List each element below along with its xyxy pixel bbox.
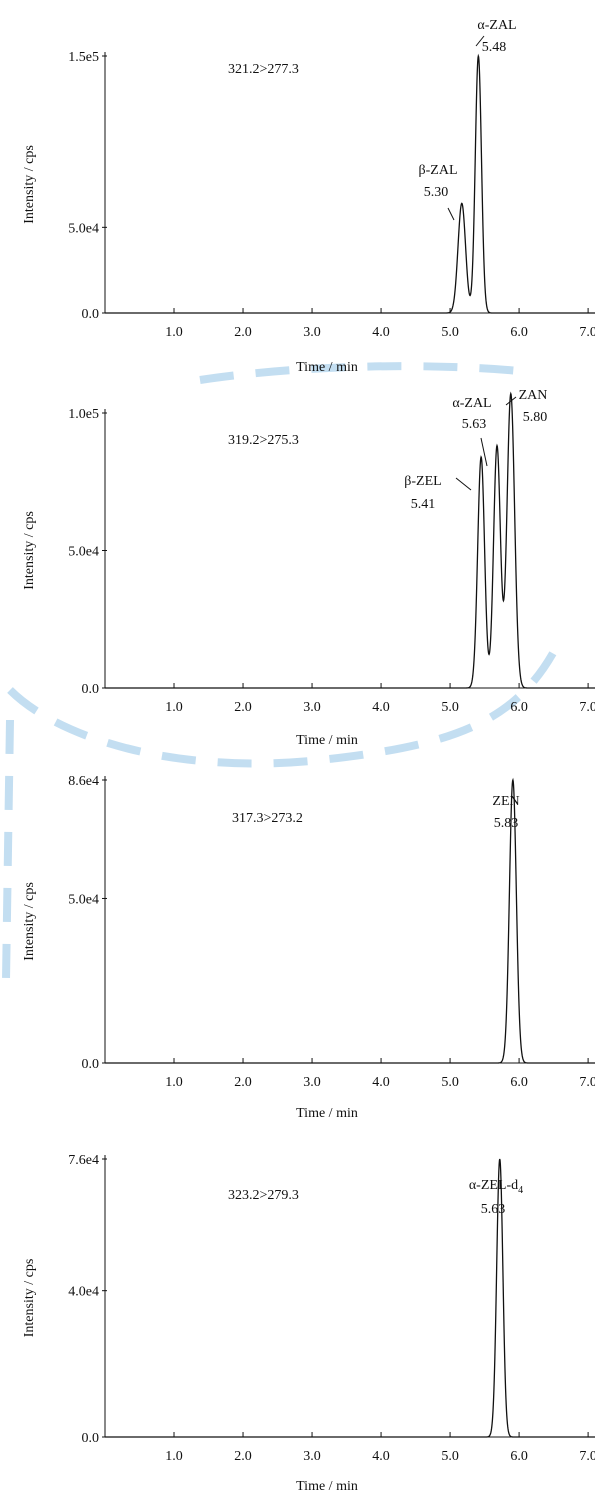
x-tick-label: 3.0 bbox=[303, 700, 321, 715]
y-tick-label: 5.0e4 bbox=[68, 221, 99, 236]
y-axis-title: Intensity / cps bbox=[22, 1259, 37, 1338]
chromatogram-trace bbox=[105, 777, 595, 1064]
x-tick-label: 4.0 bbox=[372, 700, 390, 715]
x-tick-label: 4.0 bbox=[372, 1449, 390, 1464]
peak-name-text: β-ZAL bbox=[419, 163, 458, 178]
peak-retention-time-label: 5.48 bbox=[482, 40, 507, 55]
x-tick-label: 7.0 bbox=[579, 700, 595, 715]
chromatogram-trace bbox=[105, 1158, 595, 1438]
x-tick-label: 3.0 bbox=[303, 1449, 321, 1464]
x-tick-label: 5.0 bbox=[441, 700, 459, 715]
chromatogram-trace bbox=[105, 53, 595, 314]
peak-name-subscript: 4 bbox=[518, 1185, 523, 1196]
y-tick-label: 4.0e4 bbox=[68, 1285, 99, 1300]
y-tick-label: 1.5e5 bbox=[68, 50, 99, 65]
peak-name-label: α-ZAL bbox=[452, 396, 491, 411]
x-tick-label: 7.0 bbox=[579, 1449, 595, 1464]
watermark-arc bbox=[7, 638, 564, 768]
x-tick-label: 4.0 bbox=[372, 1075, 390, 1090]
watermark-arcs bbox=[2, 362, 564, 981]
peak-name-label: β-ZAL bbox=[419, 163, 458, 178]
peak-name-text: ZEN bbox=[492, 794, 519, 809]
x-tick-label: 5.0 bbox=[441, 325, 459, 340]
x-tick-label: 6.0 bbox=[510, 1075, 528, 1090]
x-tick-label: 6.0 bbox=[510, 1449, 528, 1464]
y-tick-label: 0.0 bbox=[82, 307, 100, 322]
peak-name-text: α-ZAL bbox=[452, 396, 491, 411]
y-tick-label: 8.6e4 bbox=[68, 774, 99, 789]
peak-leader-line bbox=[455, 477, 472, 491]
y-axis-title: Intensity / cps bbox=[22, 882, 37, 961]
x-tick-label: 2.0 bbox=[234, 700, 252, 715]
peak-retention-time-label: 5.83 bbox=[494, 816, 519, 831]
x-tick-label: 1.0 bbox=[165, 325, 183, 340]
x-axis-title: Time / min bbox=[296, 360, 358, 375]
y-tick-label: 1.0e5 bbox=[68, 407, 99, 422]
peak-retention-time-label: 5.80 bbox=[523, 410, 548, 425]
mrm-transition-label: 317.3>273.2 bbox=[232, 811, 303, 826]
mrm-transition-label: 323.2>279.3 bbox=[228, 1188, 299, 1203]
x-tick-label: 4.0 bbox=[372, 325, 390, 340]
peak-name-label: β-ZEL bbox=[404, 474, 441, 489]
peak-name-text: α-ZEL-d bbox=[469, 1178, 518, 1193]
chromatogram-panel: 7.6e4 4.0e4 0.0 1.0 2.0 3.0 4.0 5.0 6.0 7.0 Time /… bbox=[22, 1153, 595, 1494]
x-tick-label: 1.0 bbox=[165, 1075, 183, 1090]
peak-name-label: ZAN bbox=[519, 388, 548, 403]
y-tick-label: 5.0e4 bbox=[68, 545, 99, 560]
x-tick-label: 7.0 bbox=[579, 1075, 595, 1090]
chromatogram-panel: 8.6e4 5.0e4 0.0 1.0 2.0 3.0 4.0 5.0 6.0 7.0 Time /… bbox=[22, 774, 595, 1121]
x-axis-title: Time / min bbox=[296, 1479, 358, 1494]
x-tick-label: 1.0 bbox=[165, 1449, 183, 1464]
y-axis-title: Intensity / cps bbox=[22, 511, 37, 590]
mrm-transition-label: 319.2>275.3 bbox=[228, 433, 299, 448]
y-tick-label: 0.0 bbox=[82, 1431, 100, 1446]
y-axis-title: Intensity / cps bbox=[22, 145, 37, 224]
peak-retention-time-label: 5.63 bbox=[462, 417, 487, 432]
watermark-arc bbox=[199, 362, 531, 384]
y-tick-label: 7.6e4 bbox=[68, 1153, 99, 1168]
x-tick-label: 5.0 bbox=[441, 1075, 459, 1090]
peak-leader-line bbox=[475, 35, 485, 47]
x-tick-label: 5.0 bbox=[441, 1449, 459, 1464]
watermark-arc bbox=[2, 719, 14, 981]
chromatogram-panel: 1.0e5 5.0e4 0.0 1.0 2.0 3.0 4.0 5.0 6.0 7.0 Time /… bbox=[22, 388, 595, 748]
x-tick-label: 6.0 bbox=[510, 325, 528, 340]
x-tick-label: 6.0 bbox=[510, 700, 528, 715]
mrm-transition-label: 321.2>277.3 bbox=[228, 62, 299, 77]
x-tick-label: 7.0 bbox=[579, 325, 595, 340]
y-tick-label: 0.0 bbox=[82, 682, 100, 697]
peak-retention-time-label: 5.63 bbox=[481, 1202, 506, 1217]
peak-name-label: α-ZAL bbox=[477, 18, 516, 33]
peak-leader-line bbox=[505, 396, 517, 406]
peak-retention-time-label: 5.30 bbox=[424, 185, 449, 200]
chromatogram-trace bbox=[105, 391, 595, 689]
x-tick-label: 3.0 bbox=[303, 325, 321, 340]
peak-name-label: ZEN bbox=[492, 794, 519, 809]
peak-name-text: α-ZAL bbox=[477, 18, 516, 33]
x-axis-title: Time / min bbox=[296, 1106, 358, 1121]
x-tick-label: 2.0 bbox=[234, 1075, 252, 1090]
chromatogram-panels: 1.5e5 5.0e4 0.0 1.0 2.0 3.0 4.0 5.0 6.0 7.0 Time /… bbox=[22, 18, 595, 1494]
peak-leader-line bbox=[480, 437, 488, 467]
chromatogram-panel: 1.5e5 5.0e4 0.0 1.0 2.0 3.0 4.0 5.0 6.0 7.0 Time /… bbox=[22, 18, 595, 375]
peak-leader-line bbox=[447, 207, 455, 221]
y-tick-label: 0.0 bbox=[82, 1057, 100, 1072]
x-tick-label: 1.0 bbox=[165, 700, 183, 715]
x-tick-label: 3.0 bbox=[303, 1075, 321, 1090]
peak-name-text: ZAN bbox=[519, 388, 548, 403]
peak-retention-time-label: 5.41 bbox=[411, 497, 436, 512]
x-tick-label: 2.0 bbox=[234, 325, 252, 340]
peak-name-text: β-ZEL bbox=[404, 474, 441, 489]
y-tick-label: 5.0e4 bbox=[68, 892, 99, 907]
peak-name-label: α-ZEL-d4 bbox=[469, 1178, 523, 1196]
x-axis-title: Time / min bbox=[296, 733, 358, 748]
x-tick-label: 2.0 bbox=[234, 1449, 252, 1464]
